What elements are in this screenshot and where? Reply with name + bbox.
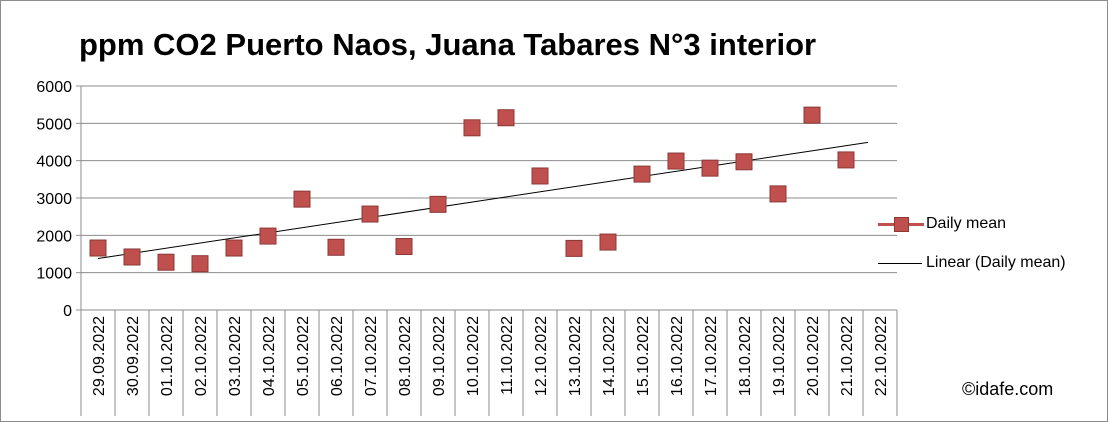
legend-item-daily-mean: Daily mean [878, 215, 1006, 233]
y-tick-label: 2000 [36, 228, 72, 245]
x-tick-label: 10.10.2022 [465, 316, 482, 396]
data-point [395, 238, 413, 256]
data-point [463, 119, 481, 137]
y-tick-label: 3000 [36, 191, 72, 208]
x-tick-label: 15.10.2022 [635, 316, 652, 396]
y-tick-label: 5000 [36, 116, 72, 133]
data-point [157, 253, 175, 271]
data-point [191, 255, 209, 273]
data-point [667, 152, 685, 170]
data-point [89, 239, 107, 257]
data-point [599, 233, 617, 251]
x-tick-label: 05.10.2022 [295, 316, 312, 396]
legend-label-daily-mean: Daily mean [926, 215, 1007, 232]
x-tick-label: 02.10.2022 [193, 316, 210, 396]
data-point [803, 106, 821, 124]
legend-marker-daily-mean [878, 217, 924, 232]
data-point [225, 239, 243, 257]
x-tick-label: 16.10.2022 [669, 316, 686, 396]
x-tick-label: 06.10.2022 [329, 316, 346, 396]
x-tick-label: 07.10.2022 [363, 316, 380, 396]
data-point [701, 159, 719, 177]
data-point [327, 238, 345, 256]
copyright-watermark: ©idafe.com [962, 379, 1054, 399]
x-tick-label: 14.10.2022 [601, 316, 618, 396]
y-tick-label: 1000 [36, 266, 72, 283]
y-tick-label: 0 [63, 303, 72, 320]
x-tick-label: 18.10.2022 [737, 316, 754, 396]
data-point [735, 153, 753, 171]
x-tick-label: 12.10.2022 [533, 316, 550, 396]
x-tick-label: 21.10.2022 [839, 316, 856, 396]
data-point [633, 165, 651, 183]
x-tick-label: 20.10.2022 [805, 316, 822, 396]
data-point [531, 167, 549, 185]
y-tick-label: 4000 [36, 154, 72, 171]
legend-item-linear-trend: Linear (Daily mean) [878, 254, 1066, 272]
data-point [497, 109, 515, 127]
x-tick-label: 17.10.2022 [703, 316, 720, 396]
x-tick-label: 09.10.2022 [431, 316, 448, 396]
x-tick-label: 13.10.2022 [567, 316, 584, 396]
x-tick-label: 03.10.2022 [227, 316, 244, 396]
x-tick-label: 19.10.2022 [771, 316, 788, 396]
data-point [769, 185, 787, 203]
chart-title: ppm CO2 Puerto Naos, Juana Tabares N°3 i… [79, 27, 817, 62]
data-point [429, 195, 447, 213]
x-tick-label: 08.10.2022 [397, 316, 414, 396]
data-point [565, 239, 583, 257]
x-tick-label: 04.10.2022 [261, 316, 278, 396]
x-tick-label: 29.09.2022 [91, 316, 108, 396]
data-point [123, 248, 141, 266]
x-tick-label: 22.10.2022 [873, 316, 890, 396]
data-point [361, 205, 379, 223]
data-point [837, 151, 855, 169]
data-point [293, 190, 311, 208]
x-tick-label: 11.10.2022 [499, 316, 516, 395]
x-tick-label: 30.09.2022 [125, 316, 142, 396]
legend-marker-linear-trend [878, 256, 924, 270]
y-tick-label: 6000 [36, 79, 72, 96]
legend-label-linear-trend: Linear (Daily mean) [926, 254, 1066, 271]
data-point [259, 227, 277, 245]
x-tick-label: 01.10.2022 [159, 316, 176, 396]
